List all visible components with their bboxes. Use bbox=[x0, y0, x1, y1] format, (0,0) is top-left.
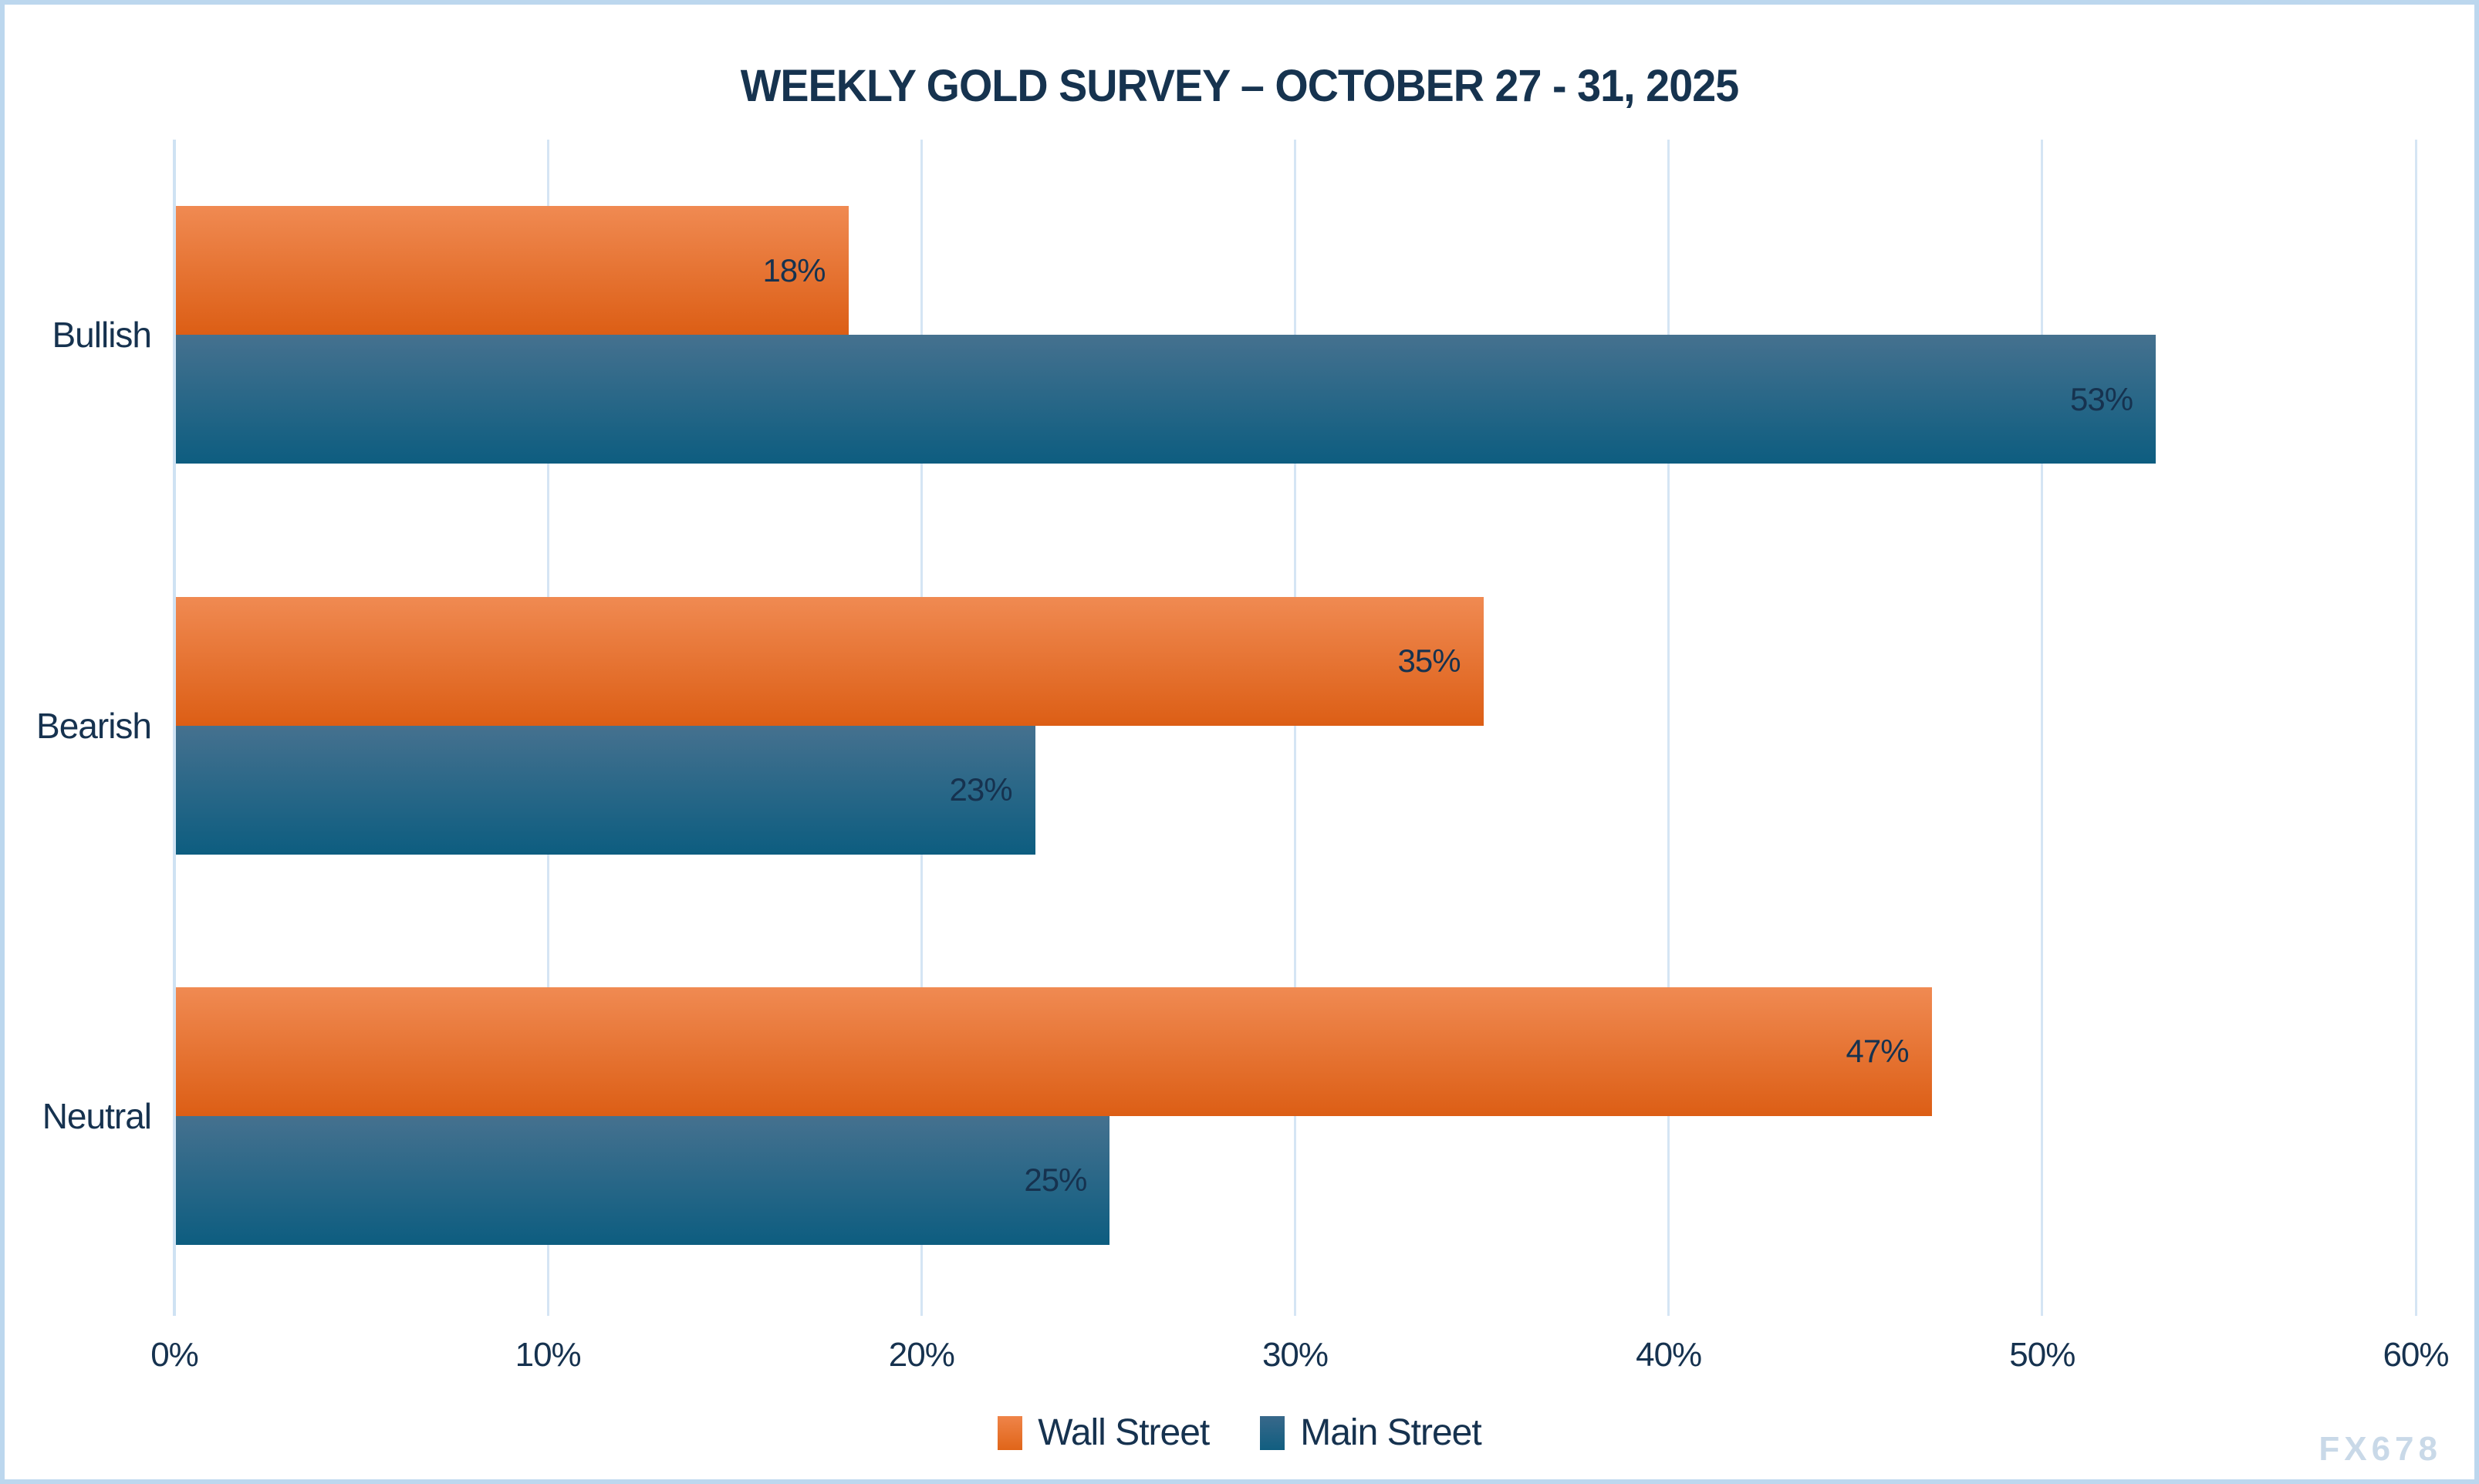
chart-title: WEEKLY GOLD SURVEY – OCTOBER 27 - 31, 20… bbox=[740, 61, 1739, 111]
bar-bearish-main-street: 23% bbox=[176, 725, 1035, 855]
x-tick-label-0%: 0% bbox=[150, 1336, 199, 1374]
plot-area: 0% 10% 20% 30% 40% 50% 60% 18% 53% Bullish 35% 23% B… bbox=[5, 5, 2474, 1479]
gridline-40% bbox=[1667, 140, 1670, 1316]
legend-item-main-street: Main Street bbox=[1260, 1411, 1482, 1454]
gridline-50% bbox=[2041, 140, 2044, 1316]
bar-neutral-main-street: 25% bbox=[176, 1115, 1110, 1245]
x-tick-label-10%: 10% bbox=[515, 1336, 582, 1374]
gridline-0% bbox=[173, 140, 176, 1316]
bar-bearish-wall-street: 35% bbox=[176, 596, 1484, 726]
bar-neutral-wall-street: 47% bbox=[176, 987, 1932, 1116]
bar-value-label: 47% bbox=[1846, 1033, 1910, 1070]
legend-item-wall-street: Wall Street bbox=[998, 1411, 1210, 1454]
bar-value-label: 25% bbox=[1024, 1162, 1087, 1199]
legend-label-wall-street: Wall Street bbox=[1038, 1412, 1210, 1453]
bar-bullish-main-street: 53% bbox=[176, 335, 2156, 464]
bar-value-label: 53% bbox=[2070, 380, 2133, 417]
main-street-swatch-icon bbox=[1260, 1415, 1285, 1450]
x-tick-label-50%: 50% bbox=[2009, 1336, 2075, 1374]
category-label-bullish: Bullish bbox=[52, 315, 152, 356]
wall-street-swatch-icon bbox=[998, 1415, 1023, 1450]
x-tick-label-60%: 60% bbox=[2383, 1336, 2449, 1374]
bar-bullish-wall-street: 18% bbox=[176, 206, 849, 336]
gridline-60% bbox=[2414, 140, 2417, 1316]
x-tick-label-20%: 20% bbox=[888, 1336, 955, 1374]
gridline-30% bbox=[1294, 140, 1296, 1316]
category-label-bearish: Bearish bbox=[36, 705, 152, 746]
bar-value-label: 18% bbox=[762, 251, 826, 288]
bar-value-label: 23% bbox=[949, 771, 1013, 808]
category-label-neutral: Neutral bbox=[42, 1095, 152, 1136]
legend: Wall Street Main Street bbox=[5, 1411, 2474, 1454]
bar-value-label: 35% bbox=[1397, 643, 1461, 679]
watermark: FX678 bbox=[2319, 1430, 2442, 1468]
x-tick-label-40%: 40% bbox=[1636, 1336, 1702, 1374]
x-tick-label-30%: 30% bbox=[1261, 1336, 1329, 1374]
legend-label-main-street: Main Street bbox=[1300, 1412, 1481, 1453]
